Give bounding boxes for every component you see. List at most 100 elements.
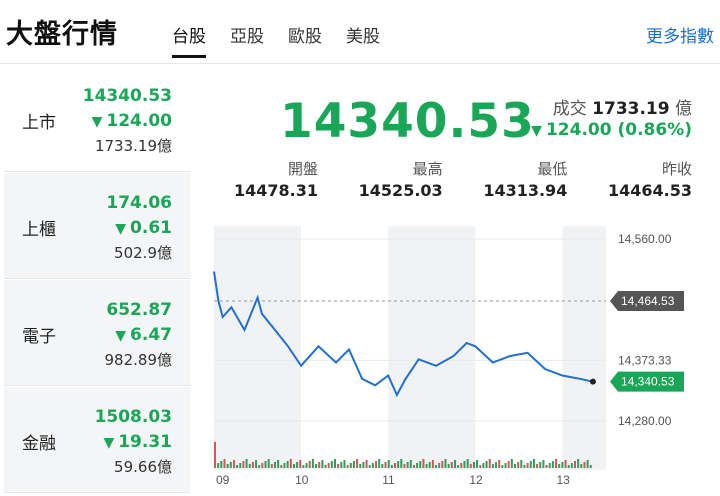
volume-bar bbox=[526, 463, 529, 468]
last-point bbox=[589, 378, 596, 385]
volume-bar bbox=[305, 463, 308, 468]
volume-bar bbox=[289, 459, 292, 468]
volume-bar bbox=[226, 464, 229, 468]
volume-bar bbox=[403, 464, 406, 468]
volume-bar bbox=[397, 461, 400, 468]
intraday-chart[interactable]: 14,560.00 14,373.33 14,280.00 14,464.53 14,3… bbox=[210, 218, 720, 496]
volume-bar bbox=[498, 460, 501, 468]
more-indices-link[interactable]: 更多指數 bbox=[646, 27, 714, 47]
index-sidebar: 上市 14340.53 ▼ 124.00 1733.19億 上櫃 174.06 ▼… bbox=[4, 66, 190, 496]
hour-band bbox=[475, 226, 563, 470]
volume-readout: 成交 1733.19 億 bbox=[552, 99, 692, 119]
x-tick-label: 11 bbox=[382, 473, 395, 487]
volume-bar bbox=[412, 465, 415, 468]
last-price-label: 14,340.53 bbox=[621, 375, 675, 389]
volume-bar bbox=[532, 459, 535, 468]
volume-bar bbox=[507, 461, 510, 468]
volume-bar bbox=[356, 459, 359, 468]
sidebar-item-volume: 59.66億 bbox=[114, 458, 172, 476]
volume-bar bbox=[513, 464, 516, 468]
volume-bar bbox=[425, 464, 428, 468]
volume-bar bbox=[472, 462, 475, 468]
volume-bar bbox=[495, 462, 498, 468]
volume-bar bbox=[485, 461, 488, 468]
stat-open: 開盤 14478.31 bbox=[234, 160, 319, 200]
volume-bar bbox=[308, 461, 311, 468]
volume-bar bbox=[390, 465, 393, 468]
prev-close-tag bbox=[610, 291, 684, 312]
x-tick-label: 09 bbox=[216, 473, 230, 487]
x-tick-label: 13 bbox=[556, 473, 570, 487]
volume-bar bbox=[545, 465, 548, 468]
volume-bar bbox=[229, 462, 232, 468]
sidebar-item-otc[interactable]: 上櫃 174.06 ▼ 0.61 502.9億 bbox=[4, 173, 190, 279]
volume-bar bbox=[422, 459, 425, 468]
last-price-tag bbox=[610, 371, 684, 392]
volume-bar bbox=[337, 464, 340, 468]
index-line bbox=[213, 271, 594, 398]
volume-bar bbox=[375, 461, 378, 468]
tab-us[interactable]: 美股 bbox=[346, 27, 380, 47]
volume-bar bbox=[264, 461, 267, 468]
sidebar-item-finance[interactable]: 金融 1508.03 ▼ 19.31 59.66億 bbox=[4, 387, 190, 493]
tab-asia[interactable]: 亞股 bbox=[230, 27, 264, 47]
volume-bar bbox=[346, 465, 349, 468]
sidebar-item-change: ▼ 0.61 bbox=[115, 218, 172, 238]
volume-bar bbox=[251, 462, 254, 468]
volume-bar bbox=[573, 461, 576, 468]
volume-bar bbox=[548, 463, 551, 468]
change-readout: ▼ 124.00 (0.86%) bbox=[531, 120, 692, 140]
x-tick-label: 10 bbox=[295, 473, 309, 487]
sidebar-item-change: ▼ 19.31 bbox=[103, 432, 172, 452]
volume-bar bbox=[419, 461, 422, 468]
volume-bar bbox=[258, 465, 261, 468]
tab-taiwan[interactable]: 台股 bbox=[172, 22, 206, 58]
hour-band bbox=[562, 226, 606, 470]
volume-bar bbox=[387, 460, 390, 468]
volume-bar bbox=[267, 459, 270, 468]
sidebar-item-change: ▼ 6.47 bbox=[115, 325, 172, 345]
volume-bar bbox=[482, 463, 485, 468]
x-tick-label: 12 bbox=[469, 473, 483, 487]
sidebar-item-label: 金融 bbox=[22, 434, 56, 454]
page-title: 大盤行情 bbox=[6, 19, 118, 50]
volume-bar bbox=[400, 459, 403, 468]
volume-bar bbox=[589, 465, 592, 468]
sidebar-item-listed[interactable]: 上市 14340.53 ▼ 124.00 1733.19億 bbox=[4, 66, 190, 172]
volume-bar bbox=[214, 442, 216, 468]
volume-bar bbox=[542, 460, 545, 468]
volume-bar bbox=[255, 460, 258, 468]
volume-bar bbox=[286, 461, 289, 468]
hour-band bbox=[301, 226, 389, 470]
sidebar-item-electronics[interactable]: 電子 652.87 ▼ 6.47 982.89億 bbox=[4, 280, 190, 386]
volume-bar bbox=[551, 461, 554, 468]
stat-low: 最低 14313.94 bbox=[483, 160, 568, 200]
sidebar-item-label: 上櫃 bbox=[22, 220, 56, 240]
volume-bar bbox=[318, 462, 321, 468]
market-tabs: 台股 亞股 歐股 美股 bbox=[172, 22, 404, 58]
volume-bar bbox=[561, 462, 564, 468]
sidebar-item-volume: 502.9億 bbox=[114, 244, 172, 262]
volume-bar bbox=[501, 465, 504, 468]
volume-bar bbox=[359, 464, 362, 468]
volume-bar bbox=[570, 463, 573, 468]
stat-high: 最高 14525.03 bbox=[358, 160, 443, 200]
volume-bar bbox=[343, 460, 346, 468]
sidebar-item-price: 652.87 bbox=[106, 300, 172, 320]
volume-bar bbox=[330, 461, 333, 468]
sidebar-item-price: 14340.53 bbox=[82, 86, 172, 106]
volume-bar bbox=[428, 462, 431, 468]
tab-europe[interactable]: 歐股 bbox=[288, 27, 322, 47]
header: 大盤行情 台股 亞股 歐股 美股 更多指數 bbox=[0, 0, 720, 62]
sidebar-item-label: 電子 bbox=[22, 327, 56, 347]
volume-bar bbox=[416, 463, 419, 468]
header-divider bbox=[0, 63, 720, 64]
volume-bar bbox=[362, 462, 365, 468]
index-price: 14340.53 bbox=[280, 94, 535, 149]
volume-bar bbox=[529, 461, 532, 468]
volume-bar bbox=[463, 461, 466, 468]
volume-bar bbox=[491, 464, 494, 468]
volume-bar bbox=[245, 459, 248, 468]
sidebar-item-change: ▼ 124.00 bbox=[91, 111, 172, 131]
y-tick-label: 14,560.00 bbox=[618, 232, 672, 246]
